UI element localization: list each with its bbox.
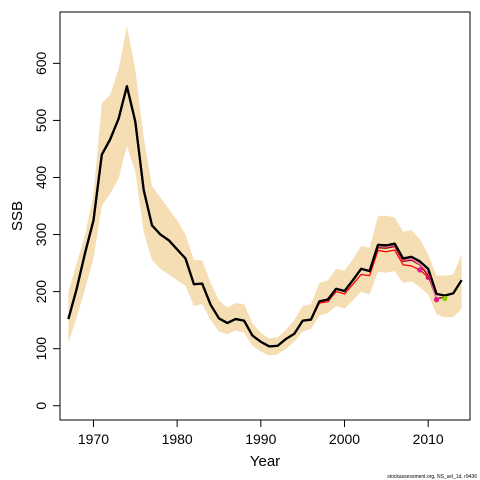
credit-text: stockassessment.org, NS_sel_1d, r9436 <box>387 474 477 480</box>
confidence-band-layer <box>68 26 462 356</box>
y-tick-label: 400 <box>33 166 49 190</box>
retro-point-2 <box>433 297 440 303</box>
retro-point-0 <box>417 267 423 273</box>
x-tick-label: 1980 <box>162 431 193 447</box>
series-line-main <box>67 85 463 348</box>
y-tick-label: 300 <box>33 223 49 247</box>
y-tick-label: 0 <box>33 402 49 410</box>
retro-point-1 <box>425 274 431 280</box>
x-axis-title: Year <box>250 453 280 470</box>
y-axis: 0 100 200 300 400 500 600 <box>33 51 61 410</box>
confidence-band <box>68 26 462 356</box>
x-tick-label: 2000 <box>329 431 360 447</box>
x-tick-label: 1970 <box>78 431 109 447</box>
retro-point-3 <box>442 295 448 302</box>
y-tick-label: 100 <box>33 337 49 361</box>
y-tick-label: 200 <box>33 280 49 304</box>
x-axis: 1970 1980 1990 2000 2010 <box>78 419 444 447</box>
series-layer <box>67 85 463 348</box>
x-tick-label: 2010 <box>413 431 444 447</box>
y-tick-label: 600 <box>33 51 49 75</box>
points-layer <box>417 267 448 303</box>
y-axis-title: SSB <box>9 201 26 231</box>
x-tick-label: 1990 <box>245 431 276 447</box>
y-tick-label: 500 <box>33 109 49 133</box>
